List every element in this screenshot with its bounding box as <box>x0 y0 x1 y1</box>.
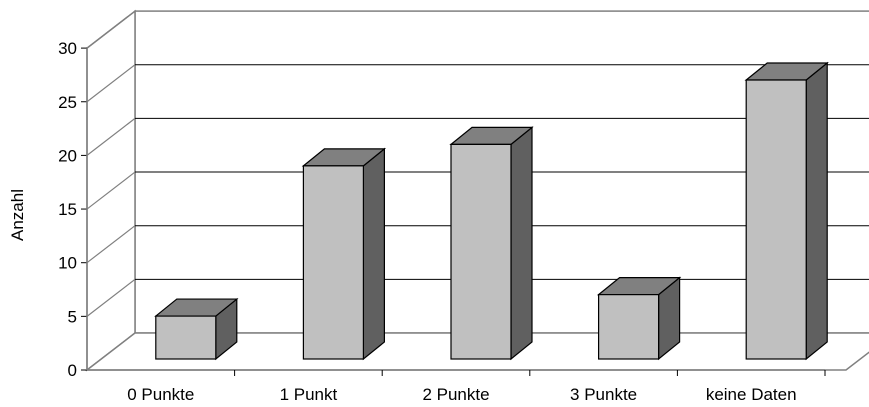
bar <box>596 276 682 361</box>
y-tick-label: 10 <box>58 254 77 273</box>
y-tick-label: 30 <box>58 39 77 58</box>
y-tick-label: 25 <box>58 93 77 112</box>
gridline-side <box>86 171 136 210</box>
bar-side <box>510 126 533 361</box>
gridline-side <box>86 117 136 156</box>
gridline-side <box>86 10 136 49</box>
x-tick-label: 1 Punkt <box>280 385 338 404</box>
y-tick-label: 15 <box>58 200 77 219</box>
y-axis-title: Anzahl <box>8 189 27 241</box>
bar-front <box>155 315 217 360</box>
axes <box>81 47 826 376</box>
gridline-side <box>86 64 136 103</box>
bar <box>744 61 829 361</box>
gridline-side <box>86 225 136 264</box>
y-tick-label: 5 <box>68 307 77 326</box>
bar-front <box>450 143 512 360</box>
bar <box>301 147 387 361</box>
bars <box>154 61 829 361</box>
bar-side <box>805 61 828 361</box>
y-tick-label: 20 <box>58 146 77 165</box>
bar-side <box>362 147 385 361</box>
x-tick-label: 2 Punkte <box>422 385 489 404</box>
bar-front <box>302 165 364 360</box>
y-tick-labels: 0 5 10 15 20 25 30 <box>58 39 77 380</box>
x-tick-label: keine Daten <box>706 385 797 404</box>
bar-front <box>597 294 660 360</box>
y-tick-label: 0 <box>68 361 77 380</box>
x-tick-label: 0 Punkte <box>127 385 194 404</box>
gridline-side <box>86 278 136 317</box>
bar-front <box>745 79 807 360</box>
x-tick-label: 3 Punkte <box>570 385 637 404</box>
x-tick-labels: 0 Punkte 1 Punkt 2 Punkte 3 Punkte keine Dat… <box>127 385 796 404</box>
bar <box>449 126 534 361</box>
bar <box>154 297 239 361</box>
